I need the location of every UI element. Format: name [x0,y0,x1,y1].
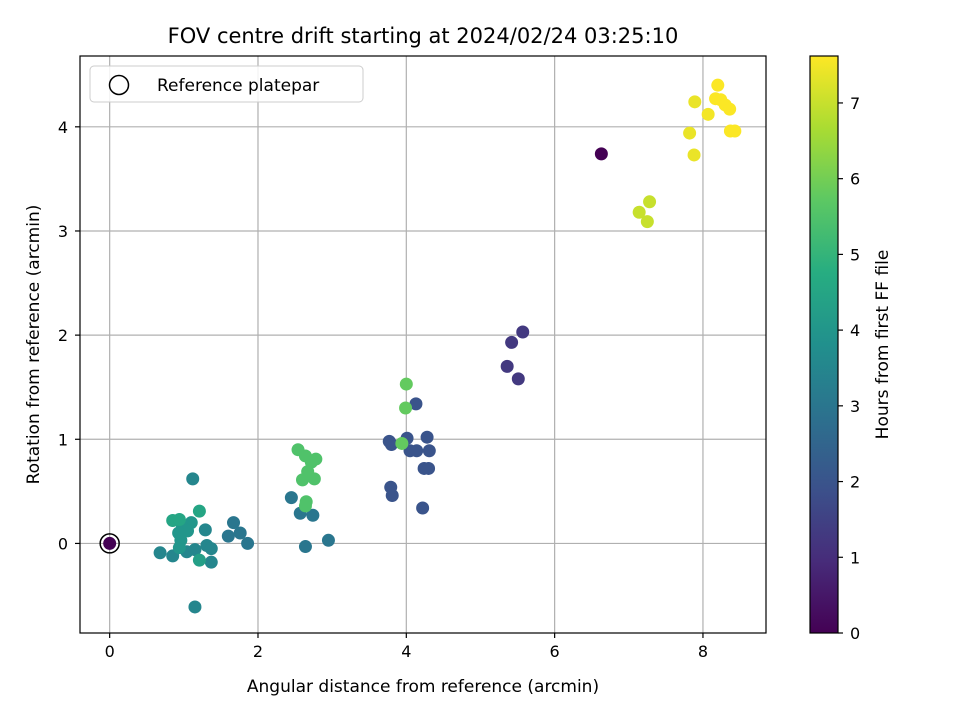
colorbar-tick-label: 4 [850,321,860,340]
data-point [420,430,434,444]
data-point [172,512,186,526]
data-point [284,491,298,505]
data-point [385,489,399,503]
colorbar-gradient [809,55,839,634]
data-point [728,124,742,138]
chart-title: FOV centre drift starting at 2024/02/24 … [168,24,679,48]
data-point [321,533,335,547]
data-point [683,126,697,140]
y-tick-label: 0 [58,534,68,553]
x-tick-label: 4 [401,642,411,661]
colorbar-tick-label: 0 [850,624,860,643]
x-tick-label: 6 [550,642,560,661]
reference-platepar-marker [99,533,120,554]
colorbar: 0 1 2 3 4 5 6 7 Hours from first FF file [809,55,893,643]
data-point [204,542,218,556]
x-tick-label: 0 [105,642,115,661]
y-axis-label: Rotation from reference (arcmin) [24,205,44,485]
axes: 0 2 4 6 8 0 1 2 3 4 [58,118,708,661]
data-point [409,397,423,411]
y-tick-label: 4 [58,118,68,137]
data-point [399,377,413,391]
legend-box [89,65,364,103]
data-point [241,536,255,550]
x-axis-label: Angular distance from reference (arcmin) [247,677,599,697]
legend-marker-reference [108,74,130,96]
data-point [500,359,514,373]
data-point [416,501,430,515]
y-tick-label: 2 [58,326,68,345]
data-point [711,78,725,92]
data-point [511,372,525,386]
colorbar-tick-label: 6 [850,170,860,189]
data-point [233,526,247,540]
plot-frame [79,55,767,634]
colorbar-ticks: 0 1 2 3 4 5 6 7 [838,94,860,643]
data-point [516,325,530,339]
data-point [410,444,424,458]
colorbar-tick-label: 3 [850,397,860,416]
data-point [399,401,413,415]
data-point [221,529,235,543]
data-point [395,436,409,450]
data-point [298,540,312,554]
data-point [384,437,398,451]
data-point [306,508,320,522]
data-point [594,147,608,161]
data-point [192,553,206,567]
data-point [188,600,202,614]
grid-lines [80,56,766,633]
data-point [307,472,321,486]
data-point [701,107,715,121]
data-point [723,102,737,116]
data-point [227,516,241,530]
data-point [687,148,701,162]
data-point [295,473,309,487]
data-point [505,335,519,349]
data-point [632,205,646,219]
data-point [172,541,186,555]
data-point [309,452,323,466]
data-point [422,444,436,458]
data-point [103,536,117,550]
data-point [640,215,654,229]
data-point [688,95,702,109]
y-tick-label: 3 [58,222,68,241]
x-tick-label: 2 [253,642,263,661]
data-point [422,461,436,475]
data-points [99,78,742,614]
data-point [153,546,167,560]
data-point [192,504,206,518]
colorbar-tick-label: 5 [850,245,860,264]
data-point [198,523,212,537]
data-point [188,543,202,557]
colorbar-tick-label: 7 [850,94,860,113]
colorbar-tick-label: 2 [850,473,860,492]
x-tick-label: 8 [698,642,708,661]
data-point [186,472,200,486]
data-point [298,499,312,513]
colorbar-tick-label: 1 [850,548,860,567]
colorbar-label: Hours from first FF file [873,250,893,440]
data-point [643,195,657,209]
y-tick-label: 1 [58,430,68,449]
legend: Reference platepar [89,65,364,103]
legend-label-reference: Reference platepar [157,76,319,96]
data-point [204,555,218,569]
